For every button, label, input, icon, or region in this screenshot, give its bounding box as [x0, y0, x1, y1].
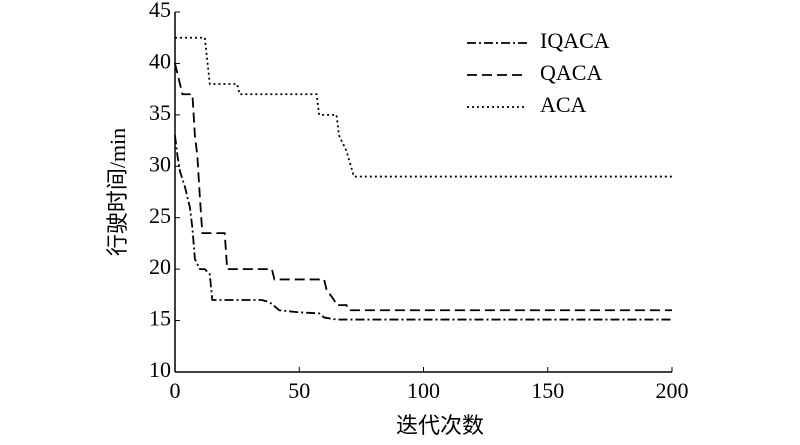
- x-tick-label: 0: [170, 378, 181, 403]
- y-tick-label: 10: [149, 357, 171, 382]
- y-tick-label: 35: [149, 100, 171, 125]
- x-tick-label: 50: [288, 378, 310, 403]
- x-tick-label: 100: [407, 378, 440, 403]
- series-line: [175, 36, 672, 178]
- legend-label: ACA: [540, 92, 587, 117]
- x-axis-label: 迭代次数: [396, 413, 484, 438]
- x-tick-label: 200: [656, 378, 689, 403]
- series-line: [174, 135, 672, 321]
- x-tick-label: 150: [531, 378, 564, 403]
- series-line: [174, 63, 672, 312]
- legend-label: IQACA: [540, 28, 610, 53]
- y-tick-label: 30: [149, 151, 171, 176]
- y-tick-label: 25: [149, 203, 171, 228]
- y-tick-label: 45: [149, 0, 171, 22]
- y-tick-label: 15: [149, 306, 171, 331]
- y-tick-label: 20: [149, 254, 171, 279]
- legend-label: QACA: [540, 60, 602, 85]
- y-axis-label: 行驶时间/min: [105, 128, 130, 256]
- y-tick-label: 40: [149, 48, 171, 73]
